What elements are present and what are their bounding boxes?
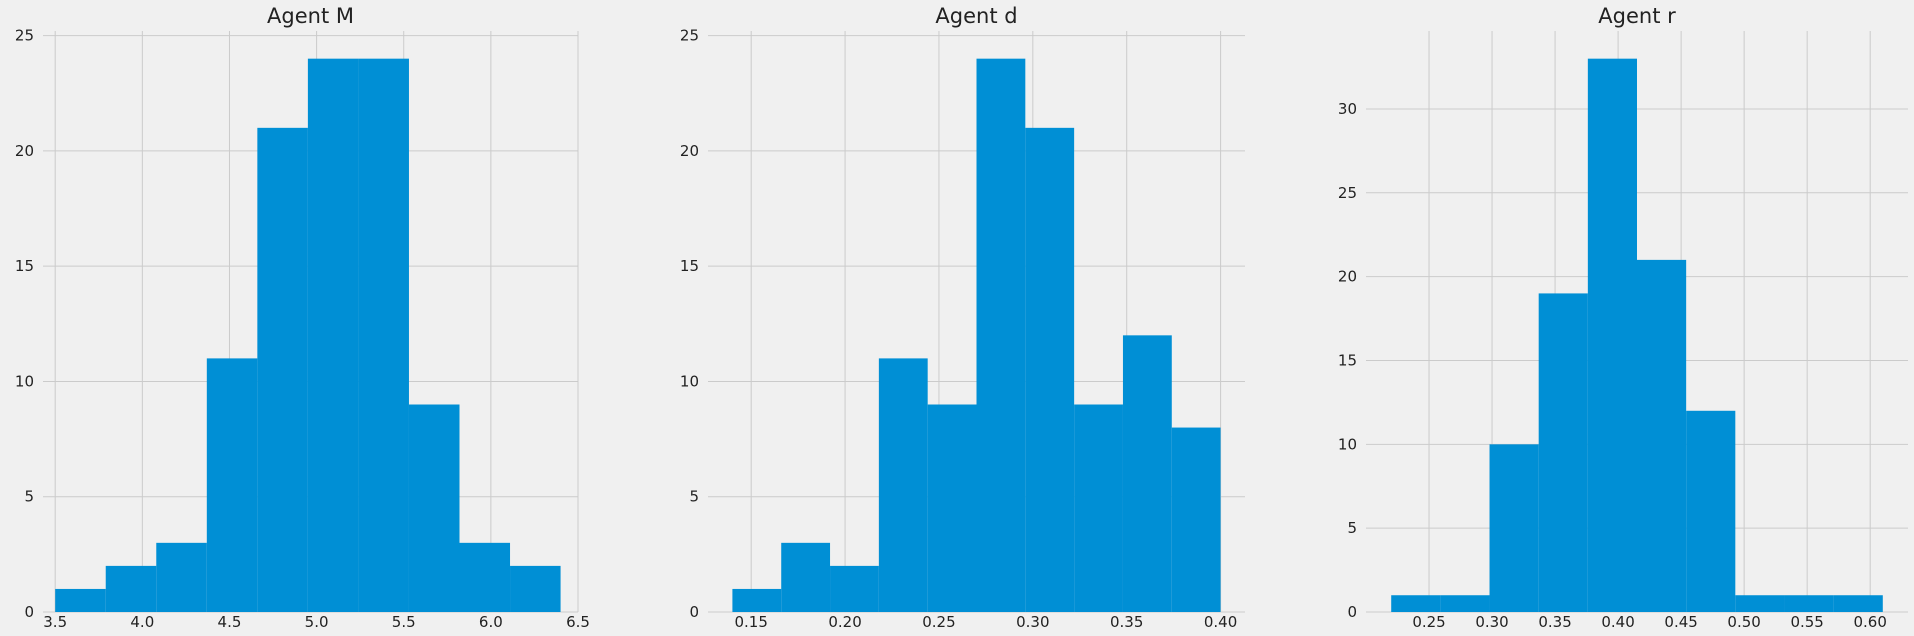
- x-tick-label: 0.30: [1016, 613, 1049, 631]
- y-tick-label: 10: [15, 372, 34, 390]
- histogram-bar: [1171, 427, 1221, 612]
- y-tick-label: 20: [1338, 268, 1357, 286]
- histogram-bar: [156, 542, 207, 612]
- histogram-bar: [206, 358, 258, 612]
- x-tick-label: 0.30: [1475, 613, 1508, 631]
- x-tick-label: 0.35: [1110, 613, 1143, 631]
- y-tick-label: 15: [1338, 351, 1357, 369]
- histogram-bar: [830, 565, 879, 612]
- histogram-bar: [1074, 404, 1123, 612]
- y-tick-label: 20: [680, 142, 699, 160]
- chart-title: Agent M: [267, 4, 354, 28]
- histogram-bar: [781, 542, 831, 612]
- histogram-bar: [1587, 58, 1637, 612]
- x-tick-label: 5.5: [392, 613, 416, 631]
- histogram-bar: [1122, 335, 1172, 612]
- histogram-bar: [257, 127, 308, 612]
- x-tick-label: 4.5: [218, 613, 242, 631]
- y-tick-label: 15: [15, 257, 34, 275]
- histogram-bar: [927, 404, 977, 612]
- x-tick-label: 6.5: [566, 613, 590, 631]
- histogram-bar: [408, 404, 460, 612]
- histogram-panel: 0.15 0.20 0.25 0.30 0.35 0.40 0 5 10 15 20 25 Agent …: [680, 4, 1245, 631]
- histogram-bar: [459, 542, 511, 612]
- y-tick-label: 25: [680, 27, 699, 45]
- histogram-panel: 0.25 0.30 0.35 0.40 0.45 0.50 0.55 0.60 0 5 10 15 20…: [1338, 4, 1908, 631]
- y-tick-label: 5: [689, 488, 699, 506]
- y-tick-label: 25: [1338, 184, 1357, 202]
- y-tick-label: 30: [1338, 100, 1357, 118]
- histogram-bar: [1686, 410, 1736, 612]
- histogram-bar: [55, 588, 106, 612]
- x-tick-label: 0.55: [1790, 613, 1823, 631]
- chart-title: Agent d: [935, 4, 1017, 28]
- y-tick-label: 15: [680, 257, 699, 275]
- y-tick-label: 5: [24, 488, 34, 506]
- x-tick-label: 0.45: [1664, 613, 1697, 631]
- chart-title: Agent r: [1598, 4, 1676, 28]
- y-tick-label: 20: [15, 142, 34, 160]
- histogram-bar: [358, 58, 409, 612]
- x-tick-label: 3.5: [43, 613, 67, 631]
- x-tick-label: 0.40: [1601, 613, 1634, 631]
- x-tick-label: 0.40: [1204, 613, 1237, 631]
- y-tick-label: 0: [1347, 603, 1357, 621]
- x-tick-label: 0.25: [1412, 613, 1445, 631]
- x-tick-label: 0.60: [1853, 613, 1886, 631]
- x-tick-label: 0.15: [734, 613, 767, 631]
- x-tick-label: 0.25: [922, 613, 955, 631]
- x-tick-label: 4.0: [130, 613, 154, 631]
- histogram-bar: [1833, 595, 1883, 612]
- y-tick-label: 25: [15, 27, 34, 45]
- histogram-bar: [510, 565, 561, 612]
- y-tick-label: 10: [1338, 435, 1357, 453]
- histogram-bar: [976, 58, 1026, 612]
- y-tick-label: 0: [689, 603, 699, 621]
- histogram-bar: [1735, 595, 1785, 612]
- x-tick-label: 0.50: [1727, 613, 1760, 631]
- histogram-bar: [878, 358, 928, 612]
- histogram-bar: [307, 58, 359, 612]
- x-tick-label: 0.20: [828, 613, 861, 631]
- histogram-bar: [732, 588, 782, 612]
- histogram-bar: [1489, 444, 1539, 612]
- x-tick-label: 0.35: [1538, 613, 1571, 631]
- x-tick-label: 5.0: [305, 613, 329, 631]
- y-tick-label: 0: [24, 603, 34, 621]
- histogram-bar: [1538, 293, 1588, 612]
- y-tick-label: 5: [1347, 519, 1357, 537]
- histogram-panel: 3.5 4.0 4.5 5.0 5.5 6.0 6.5 0 5 10 15 20 25 Agent M: [15, 4, 590, 631]
- histogram-bar: [1025, 127, 1075, 612]
- y-tick-label: 10: [680, 372, 699, 390]
- histogram-bar: [105, 565, 157, 612]
- histogram-bar: [1637, 259, 1687, 612]
- histogram-bar: [1391, 595, 1441, 612]
- histogram-bar: [1440, 595, 1490, 612]
- histogram-bar: [1784, 595, 1834, 612]
- x-tick-label: 6.0: [479, 613, 503, 631]
